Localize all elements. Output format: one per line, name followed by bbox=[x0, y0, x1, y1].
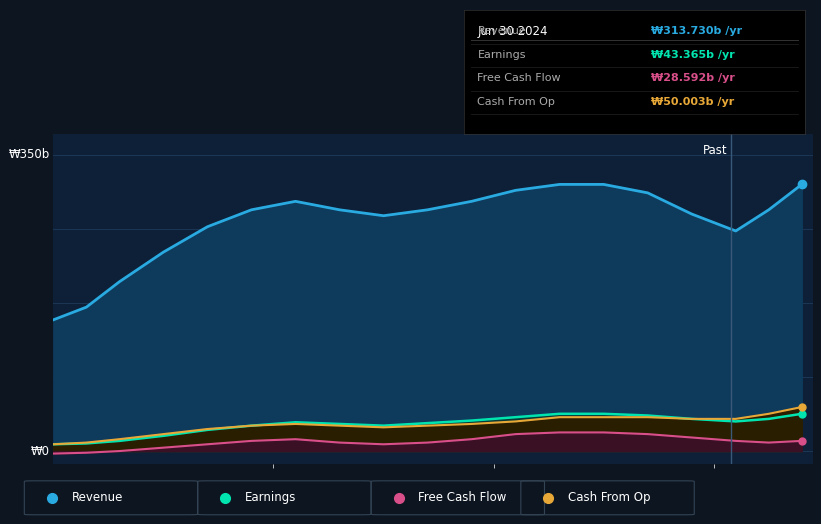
Text: Earnings: Earnings bbox=[245, 492, 296, 504]
Text: Earnings: Earnings bbox=[478, 50, 526, 60]
Text: ₩43.365b /yr: ₩43.365b /yr bbox=[651, 50, 735, 60]
Text: Past: Past bbox=[703, 144, 727, 157]
Text: ₩0: ₩0 bbox=[30, 444, 49, 457]
Text: Free Cash Flow: Free Cash Flow bbox=[419, 492, 507, 504]
Text: Revenue: Revenue bbox=[478, 26, 526, 36]
Text: Cash From Op: Cash From Op bbox=[568, 492, 650, 504]
Text: ₩50.003b /yr: ₩50.003b /yr bbox=[651, 96, 735, 106]
Text: ₩313.730b /yr: ₩313.730b /yr bbox=[651, 26, 742, 36]
Text: Cash From Op: Cash From Op bbox=[478, 96, 555, 106]
Text: Revenue: Revenue bbox=[71, 492, 123, 504]
Text: Jun 30 2024: Jun 30 2024 bbox=[478, 25, 548, 38]
Text: ₩350b: ₩350b bbox=[8, 148, 49, 161]
Text: Free Cash Flow: Free Cash Flow bbox=[478, 73, 561, 83]
Text: ₩28.592b /yr: ₩28.592b /yr bbox=[651, 73, 735, 83]
